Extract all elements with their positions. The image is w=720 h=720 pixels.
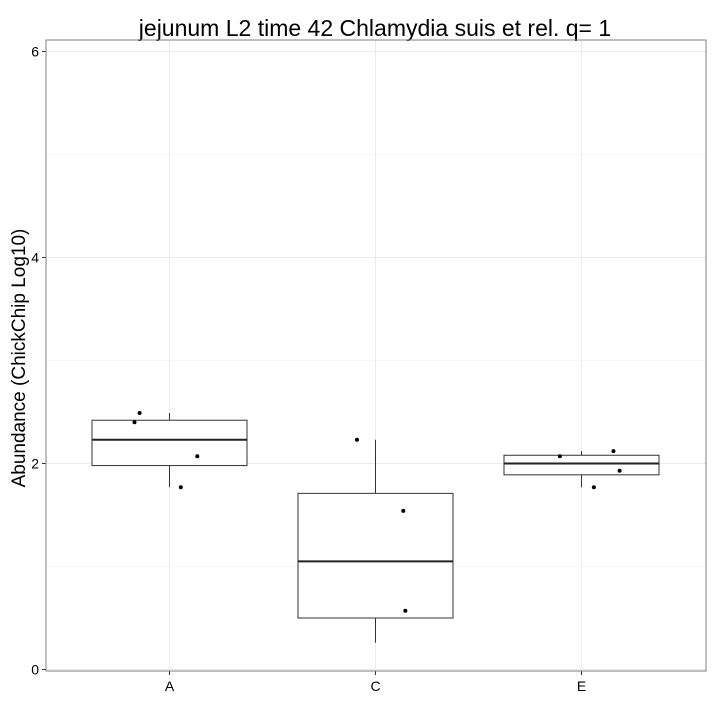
axes-layer: 0 2 4 6 A C E (31, 44, 586, 695)
y-axis-label: Abundance (ChickChip Log10) (9, 229, 30, 488)
data-point (557, 454, 562, 459)
x-tick-label: A (165, 678, 175, 694)
box-E (503, 451, 660, 488)
box-C (297, 439, 454, 643)
data-point (401, 508, 406, 513)
points-layer (132, 411, 622, 613)
boxes-layer (91, 413, 660, 643)
y-tick-label: 4 (31, 250, 39, 266)
data-point (137, 411, 142, 416)
data-point (611, 449, 616, 454)
x-tick-label: E (577, 678, 586, 694)
y-tick-label: 0 (31, 662, 39, 678)
data-point (178, 485, 183, 490)
data-point (354, 437, 359, 442)
box-iqr (503, 454, 660, 476)
y-tick-label: 6 (31, 44, 39, 60)
data-point (403, 608, 408, 613)
box-iqr (91, 419, 248, 467)
x-tick-label: C (370, 678, 380, 694)
data-point (617, 468, 622, 473)
data-point (591, 485, 596, 490)
chart-title: jejunum L2 time 42 Chlamydia suis et rel… (138, 15, 611, 41)
data-point (132, 420, 137, 425)
box-A (91, 413, 248, 488)
data-point (195, 454, 200, 459)
y-tick-label: 2 (31, 456, 39, 472)
box-iqr (297, 492, 454, 619)
plot-panel-border (45, 39, 707, 672)
